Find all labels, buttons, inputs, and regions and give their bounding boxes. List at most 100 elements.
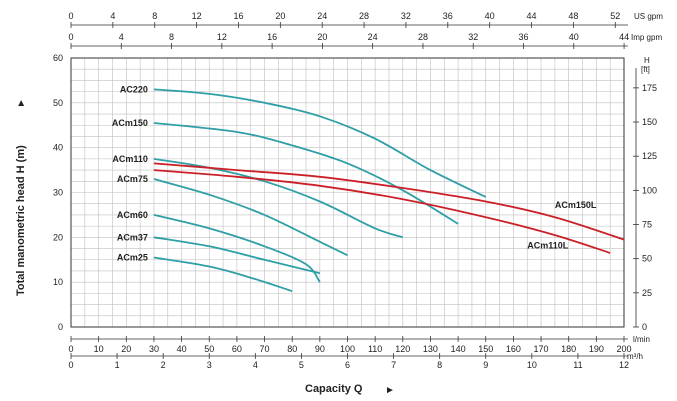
top-tick-us-label: 52 (610, 11, 620, 21)
top-tick-us-label: 28 (359, 11, 369, 21)
x-tick-m3h-label: 0 (68, 360, 73, 370)
top-tick-us-label: 16 (233, 11, 243, 21)
y-tick-label: 60 (53, 53, 63, 63)
x-tick-lmin-label: 180 (561, 344, 576, 354)
x-tick-lmin-label: 130 (423, 344, 438, 354)
plot-frame (70, 57, 625, 328)
x-tick-m3h-label: 9 (483, 360, 488, 370)
right-tick-ft-label: 150 (642, 117, 657, 127)
right-tick-ft-label: 175 (642, 83, 657, 93)
top-tick-us-label: 44 (527, 11, 537, 21)
y-tick-label: 30 (53, 188, 63, 198)
series-label-acm25: ACm25 (117, 253, 148, 263)
x-axis-lmin-unit: l/min (633, 335, 650, 344)
series-curve-acm150l (153, 162, 625, 241)
x-tick-m3h-label: 5 (299, 360, 304, 370)
top-tick-imp-label: 4 (119, 32, 124, 42)
y-tick-label: 50 (53, 98, 63, 108)
series-label-acm60: ACm60 (117, 210, 148, 220)
x-tick-lmin-label: 70 (260, 344, 270, 354)
axes: 0 10 20 30 40 50 60 70 80 90 100 110 120 130 140 150 160… (53, 11, 663, 370)
x-tick-lmin-label: 100 (340, 344, 355, 354)
y-tick-label: 20 (53, 232, 63, 242)
x-tick-lmin-label: 90 (315, 344, 325, 354)
top-tick-imp-label: 44 (619, 32, 629, 42)
top-tick-imp-label: 0 (68, 32, 73, 42)
y-axis-title: Total manometric head H (m) (15, 145, 27, 296)
x-tick-lmin-label: 30 (149, 344, 159, 354)
x-tick-lmin-label: 190 (589, 344, 604, 354)
x-tick-m3h-label: 2 (161, 360, 166, 370)
grid-lines (71, 58, 624, 327)
top-tick-us-label: 4 (110, 11, 115, 21)
x-tick-lmin-label: 170 (534, 344, 549, 354)
y-axis-arrow: ► (16, 98, 27, 108)
series-curve-acm60 (153, 214, 321, 283)
series-curve-acm75 (153, 178, 348, 257)
y-tick-label: 10 (53, 277, 63, 287)
x-tick-lmin-label: 80 (287, 344, 297, 354)
series-curve-ac220 (153, 88, 487, 198)
series-curve-acm37 (153, 236, 321, 275)
series-label-acm37: ACm37 (117, 232, 148, 242)
top-tick-imp-label: 40 (569, 32, 579, 42)
top-tick-imp-label: 12 (217, 32, 227, 42)
x-tick-lmin-label: 10 (94, 344, 104, 354)
x-tick-lmin-label: 110 (368, 344, 382, 354)
x-tick-lmin-label: 50 (204, 344, 214, 354)
top-tick-us-label: 20 (275, 11, 285, 21)
x-tick-lmin-label: 60 (232, 344, 242, 354)
x-tick-lmin-label: 20 (121, 344, 131, 354)
top-axis-us-unit: US gpm (634, 12, 663, 21)
top-tick-imp-label: 28 (418, 32, 428, 42)
top-tick-imp-label: 8 (169, 32, 174, 42)
top-tick-imp-label: 16 (267, 32, 277, 42)
top-tick-us-label: 40 (485, 11, 495, 21)
x-axis-title: Capacity Q (305, 383, 363, 395)
top-tick-imp-label: 32 (468, 32, 478, 42)
x-axis-arrow: ► (385, 385, 395, 396)
series-curves (153, 88, 625, 292)
top-tick-us-label: 8 (152, 11, 157, 21)
series-label-acm110: ACm110 (112, 154, 148, 164)
x-tick-lmin-label: 150 (478, 344, 493, 354)
series-curve-acm110l (153, 169, 611, 254)
x-tick-m3h-label: 4 (253, 360, 258, 370)
x-axis-m3h-unit: m³/h (627, 352, 643, 361)
series-label-acm150: ACm150 (112, 118, 148, 128)
right-tick-ft-label: 125 (642, 151, 657, 161)
x-tick-lmin-label: 120 (395, 344, 410, 354)
x-tick-m3h-label: 10 (527, 360, 537, 370)
series-label-acm110l: ACm110L (527, 241, 569, 251)
top-axis-imp-unit: Imp gpm (631, 33, 662, 42)
series-curve-acm150 (153, 122, 459, 225)
series-label-acm150l: ACm150L (555, 200, 597, 210)
top-tick-imp-label: 24 (368, 32, 378, 42)
x-tick-m3h-label: 6 (345, 360, 350, 370)
top-tick-us-label: 48 (568, 11, 578, 21)
top-tick-us-label: 12 (192, 11, 202, 21)
y-tick-label: 40 (53, 143, 63, 153)
x-tick-m3h-label: 11 (573, 360, 582, 370)
top-tick-us-label: 24 (317, 11, 327, 21)
right-tick-ft-label: 50 (642, 254, 652, 264)
top-tick-us-label: 36 (443, 11, 453, 21)
right-tick-ft-label: 100 (642, 185, 657, 195)
x-tick-lmin-label: 40 (177, 344, 187, 354)
right-tick-ft-label: 0 (642, 322, 647, 332)
right-tick-ft-label: 25 (642, 288, 652, 298)
series-curve-acm25 (153, 256, 293, 292)
x-tick-m3h-label: 3 (207, 360, 212, 370)
x-tick-m3h-label: 1 (115, 360, 120, 370)
x-tick-lmin-label: 140 (451, 344, 466, 354)
x-tick-m3h-label: 7 (391, 360, 396, 370)
series-label-acm75: ACm75 (117, 174, 148, 184)
right-axis-ft-unit: H (644, 56, 650, 65)
x-tick-m3h-label: 8 (437, 360, 442, 370)
series-labels: AC220 ACm150 ACm110 ACm75 ACm60 ACm37 ACm25 ACm… (112, 84, 597, 262)
x-tick-m3h-label: 12 (619, 360, 629, 370)
x-tick-lmin-label: 0 (68, 344, 73, 354)
top-tick-imp-label: 20 (317, 32, 327, 42)
x-tick-lmin-label: 200 (616, 344, 631, 354)
